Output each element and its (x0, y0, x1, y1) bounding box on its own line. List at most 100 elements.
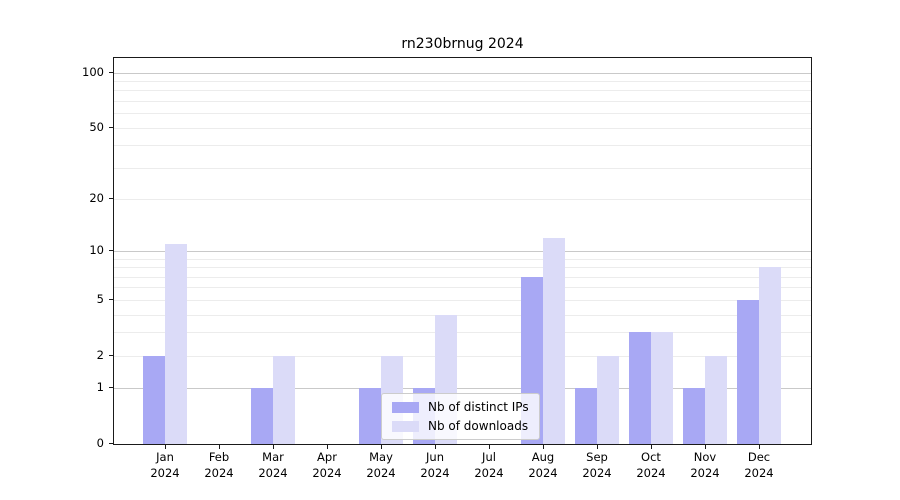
x-tick-label-may: May 2024 (354, 450, 408, 481)
y-tick-label-20: 20 (89, 191, 104, 205)
plot-area: Nb of distinct IPs Nb of downloads (113, 57, 812, 445)
legend-item-downloads: Nb of downloads (392, 419, 529, 433)
legend-swatch-distinct-ips (392, 401, 419, 413)
bar-downloads-jan (165, 244, 187, 444)
gridline-minor-90 (114, 80, 811, 82)
x-tick-year: 2024 (474, 465, 504, 480)
gridline-minor-5 (114, 299, 811, 301)
y-tick-1 (109, 387, 113, 388)
gridline-minor-2 (114, 355, 811, 357)
legend: Nb of distinct IPs Nb of downloads (381, 393, 540, 440)
x-tick-year: 2024 (366, 465, 396, 480)
x-tick-month: May (369, 450, 393, 464)
y-tick-0 (109, 443, 113, 444)
x-tick-label-dec: Dec 2024 (732, 450, 786, 481)
x-tick-month: Nov (693, 450, 717, 464)
x-tick-month: Feb (208, 450, 230, 464)
x-tick-year: 2024 (636, 465, 666, 480)
x-tick-label-jun: Jun 2024 (408, 450, 462, 481)
gridline-minor-40 (114, 145, 811, 147)
bar-ips-nov (683, 388, 705, 444)
gridline-decade-1 (114, 388, 811, 390)
x-tick-month: Oct (641, 450, 661, 464)
x-tick-sep (597, 445, 598, 449)
y-tick-50 (109, 127, 113, 128)
y-tick-label-1: 1 (96, 380, 104, 394)
x-tick-label-apr: Apr 2024 (300, 450, 354, 481)
bar-ips-dec (737, 299, 759, 444)
x-tick-month: Jul (482, 450, 496, 464)
gridline-minor-50 (114, 127, 811, 129)
x-tick-label-jul: Jul 2024 (462, 450, 516, 481)
y-tick-20 (109, 198, 113, 199)
x-tick-nov (705, 445, 706, 449)
gridline-minor-4 (114, 314, 811, 316)
x-tick-month: Apr (317, 450, 337, 464)
gridline-minor-60 (114, 113, 811, 115)
legend-label-downloads: Nb of downloads (428, 419, 529, 433)
bar-ips-sep (575, 388, 597, 444)
legend-swatch-downloads (392, 420, 419, 432)
bar-ips-may (359, 388, 381, 444)
x-tick-year: 2024 (204, 465, 234, 480)
bar-downloads-sep (597, 355, 619, 444)
x-tick-month: Aug (531, 450, 555, 464)
y-tick-label-100: 100 (82, 65, 104, 79)
x-tick-apr (327, 445, 328, 449)
bar-ips-oct (629, 332, 651, 444)
bar-downloads-dec (759, 267, 781, 444)
x-tick-may (381, 445, 382, 449)
y-tick-label-2: 2 (96, 348, 104, 362)
bar-downloads-aug (543, 237, 565, 444)
x-tick-year: 2024 (582, 465, 612, 480)
y-tick-5 (109, 299, 113, 300)
x-tick-year: 2024 (312, 465, 342, 480)
x-tick-month: Mar (262, 450, 284, 464)
x-tick-label-mar: Mar 2024 (246, 450, 300, 481)
bar-downloads-mar (273, 355, 295, 444)
x-tick-label-nov: Nov 2024 (678, 450, 732, 481)
chart-title: rn230brnug 2024 (401, 36, 524, 52)
x-tick-aug (543, 445, 544, 449)
x-tick-month: Dec (747, 450, 771, 464)
x-tick-label-oct: Oct 2024 (624, 450, 678, 481)
x-tick-month: Jan (156, 450, 174, 464)
gridline-minor-9 (114, 258, 811, 260)
gridline-minor-8 (114, 267, 811, 269)
y-tick-label-10: 10 (89, 243, 104, 257)
x-tick-year: 2024 (744, 465, 774, 480)
y-tick-label-5: 5 (96, 292, 104, 306)
gridline-minor-6 (114, 287, 811, 289)
gridline-minor-20 (114, 199, 811, 200)
bar-ips-mar (251, 388, 273, 444)
gridline-minor-80 (114, 90, 811, 92)
x-tick-month: Jun (426, 450, 444, 464)
legend-label-distinct-ips: Nb of distinct IPs (428, 400, 529, 414)
x-tick-jun (435, 445, 436, 449)
x-tick-year: 2024 (528, 465, 558, 480)
bar-downloads-oct (651, 332, 673, 444)
x-tick-year: 2024 (150, 465, 180, 480)
x-tick-mar (273, 445, 274, 449)
gridline-minor-30 (114, 167, 811, 169)
bar-downloads-nov (705, 355, 727, 444)
gridline-decade-100 (114, 72, 811, 74)
gridline-minor-7 (114, 276, 811, 278)
y-tick-10 (109, 250, 113, 251)
x-tick-label-feb: Feb 2024 (192, 450, 246, 481)
gridline-minor-70 (114, 100, 811, 102)
x-tick-year: 2024 (690, 465, 720, 480)
y-tick-100 (109, 72, 113, 73)
y-tick-label-50: 50 (89, 120, 104, 134)
x-tick-year: 2024 (420, 465, 450, 480)
x-tick-jul (489, 445, 490, 449)
y-tick-label-0: 0 (96, 436, 104, 450)
x-tick-label-sep: Sep 2024 (570, 450, 624, 481)
x-tick-label-jan: Jan 2024 (138, 450, 192, 481)
x-tick-feb (219, 445, 220, 449)
x-tick-dec (759, 445, 760, 449)
x-tick-oct (651, 445, 652, 449)
bar-ips-jan (143, 355, 165, 444)
gridline-minor-3 (114, 332, 811, 334)
x-tick-label-aug: Aug 2024 (516, 450, 570, 481)
